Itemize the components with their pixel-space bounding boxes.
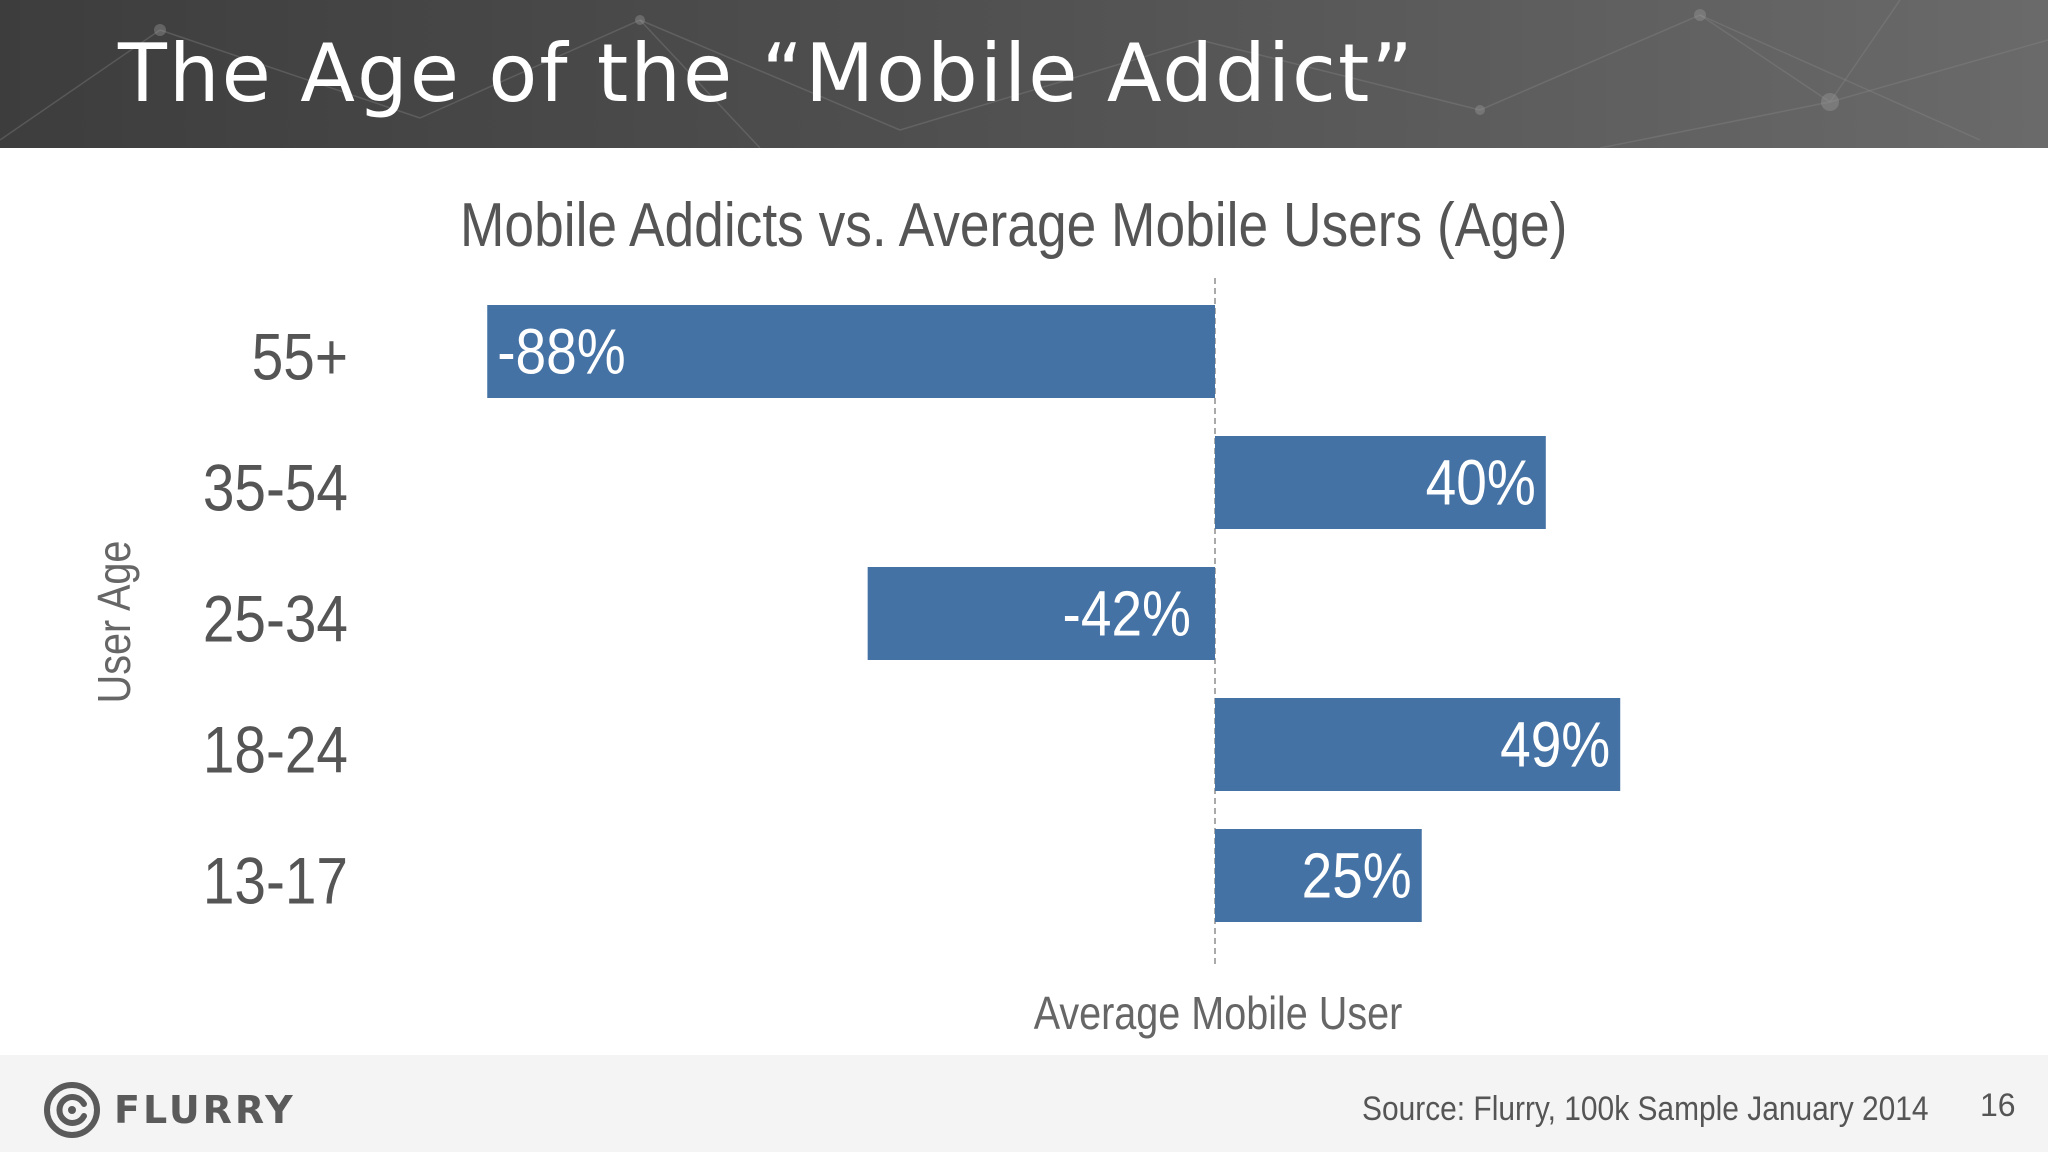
category-label-25-34: 25-34 <box>203 583 348 657</box>
data-label-13-17: 25% <box>1302 840 1412 912</box>
source-note: Source: Flurry, 100k Sample January 2014 <box>1362 1090 1929 1128</box>
slide-header: The Age of the “Mobile Addict” <box>0 0 2048 148</box>
category-label-13-17: 13-17 <box>203 845 348 919</box>
data-label-18-24: 49% <box>1500 709 1610 781</box>
slide-footer: FLURRY Source: Flurry, 100k Sample Janua… <box>0 1055 2048 1152</box>
page-number: 16 <box>1980 1087 2016 1123</box>
bar-35-54 <box>1215 436 1546 529</box>
network-pattern <box>0 0 2048 148</box>
y-axis-label: User Age <box>89 541 140 704</box>
category-label-35-54: 35-54 <box>203 452 348 526</box>
bar-25-34 <box>867 567 1215 660</box>
bar-18-24 <box>1215 698 1621 791</box>
data-label-55+: -88% <box>497 316 625 388</box>
category-label-55+: 55+ <box>252 321 348 395</box>
bar-55+ <box>487 305 1215 398</box>
logo-text: FLURRY <box>114 1088 296 1132</box>
flurry-swirl-icon <box>44 1082 100 1138</box>
bar-13-17 <box>1215 829 1422 922</box>
data-label-35-54: 40% <box>1426 447 1536 519</box>
data-label-25-34: -42% <box>1063 578 1191 650</box>
flurry-logo: FLURRY <box>44 1082 296 1138</box>
slide-title: The Age of the “Mobile Addict” <box>118 27 1415 120</box>
category-label-18-24: 18-24 <box>203 714 348 788</box>
chart-title: Mobile Addicts vs. Average Mobile Users … <box>460 191 1568 260</box>
baseline-label: Average Mobile User <box>1034 988 1403 1039</box>
